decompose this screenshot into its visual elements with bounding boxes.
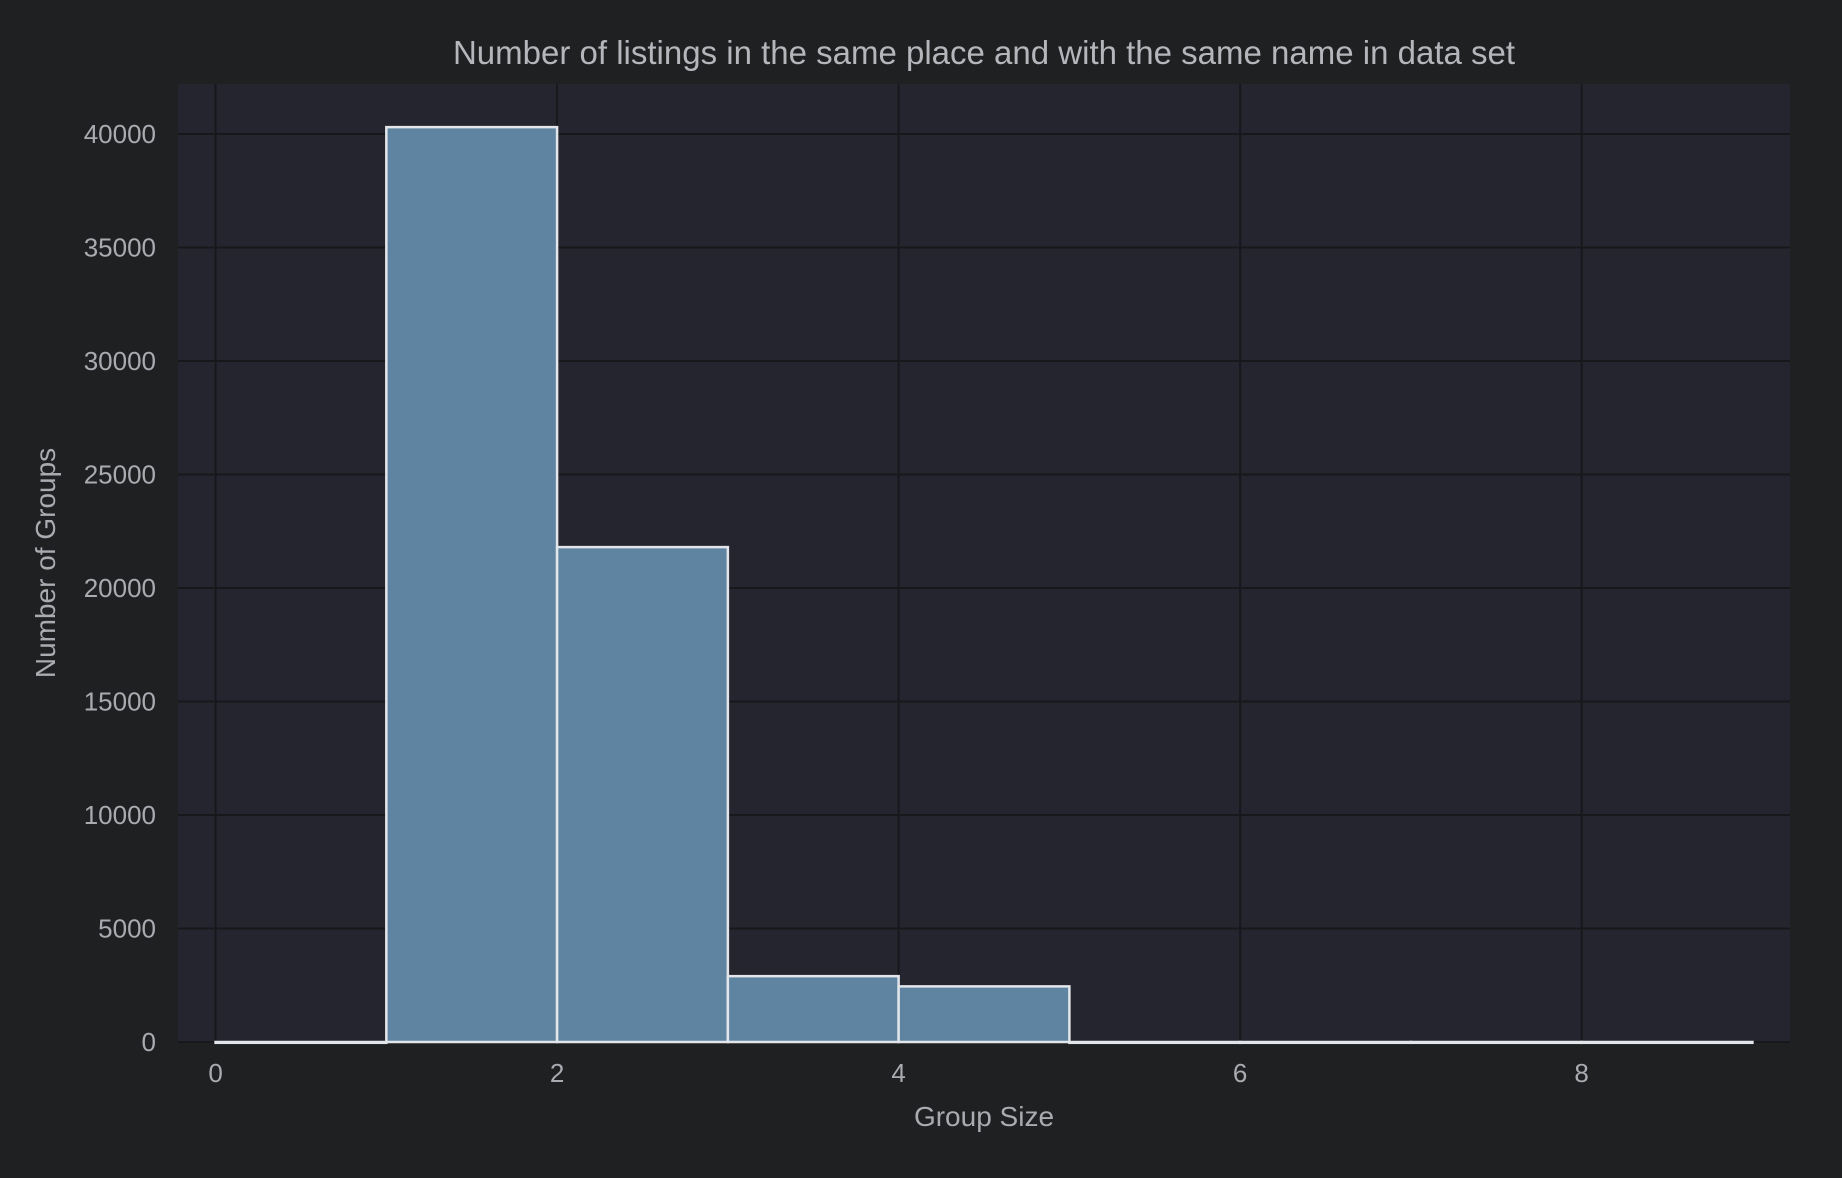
- y-axis-title: Number of Groups: [30, 448, 61, 678]
- x-tick-label: 4: [891, 1058, 905, 1088]
- x-tick-label: 8: [1574, 1058, 1588, 1088]
- x-tick-label: 6: [1233, 1058, 1247, 1088]
- histogram-bar: [1409, 1040, 1583, 1045]
- x-axis-ticks: 0 2 4 6 8: [208, 1058, 1589, 1088]
- histogram-bar: [726, 974, 900, 1044]
- histogram-bar: [555, 545, 730, 1044]
- histogram-bar: [1068, 1040, 1242, 1045]
- histogram-bars: [214, 125, 1754, 1045]
- y-tick-label: 15000: [84, 686, 156, 716]
- histogram-bar: [1238, 1040, 1413, 1045]
- y-tick-label: 25000: [84, 459, 156, 489]
- y-tick-label: 5000: [98, 913, 156, 943]
- y-axis-ticks: 0 5000 10000 15000 20000 25000 30000 35000 40000: [84, 119, 156, 1057]
- histogram-bar: [1580, 1040, 1754, 1045]
- y-tick-label: 0: [142, 1027, 156, 1057]
- y-tick-label: 20000: [84, 573, 156, 603]
- y-tick-label: 30000: [84, 346, 156, 376]
- y-tick-label: 10000: [84, 800, 156, 830]
- y-tick-label: 40000: [84, 119, 156, 149]
- histogram-bar: [897, 985, 1071, 1044]
- x-tick-label: 0: [208, 1058, 222, 1088]
- histogram-bar: [385, 125, 559, 1044]
- x-axis-title: Group Size: [914, 1101, 1054, 1132]
- y-tick-label: 35000: [84, 232, 156, 262]
- histogram-bar: [214, 1040, 388, 1045]
- x-tick-label: 2: [550, 1058, 564, 1088]
- chart-title: Number of listings in the same place and…: [453, 34, 1515, 71]
